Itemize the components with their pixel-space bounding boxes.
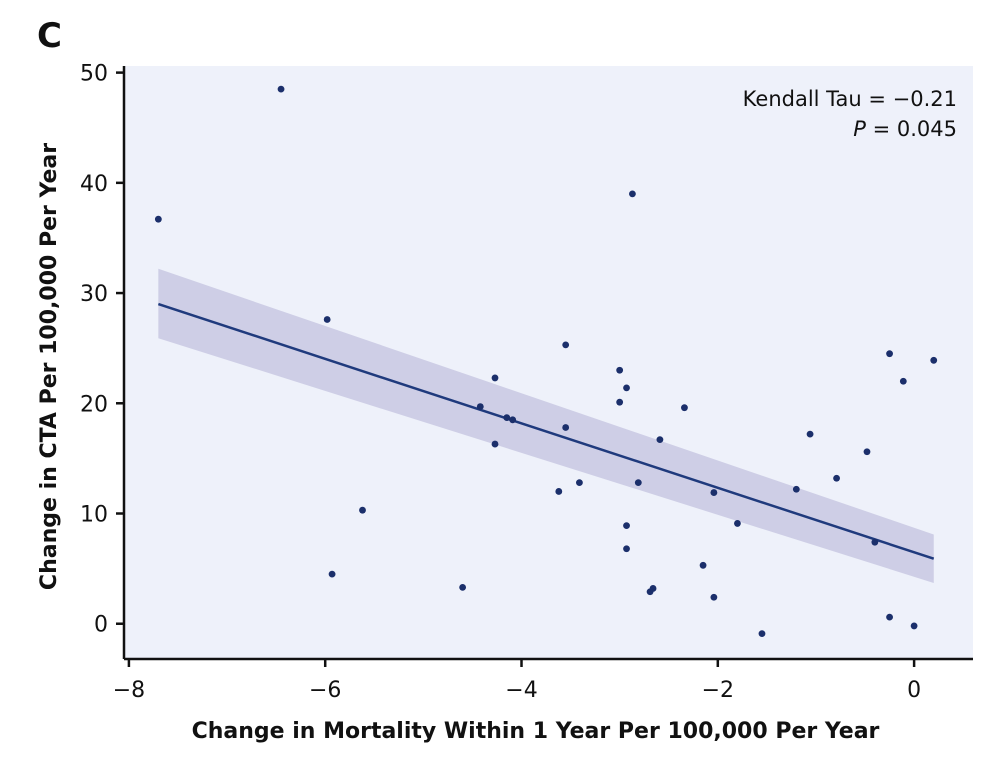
y-axis-ticks: 0 10 20 30 40 50	[80, 62, 124, 638]
data-point	[277, 85, 285, 93]
data-point	[649, 585, 657, 592]
data-point	[323, 316, 331, 323]
x-tick-label: −6	[309, 678, 341, 703]
p-symbol: P	[853, 117, 866, 141]
kendall-tau-annotation: Kendall Tau = −0.21	[743, 87, 957, 111]
data-point	[616, 398, 624, 406]
data-point	[476, 403, 484, 410]
data-point	[899, 377, 907, 385]
data-point	[491, 440, 499, 448]
y-tick-label: 50	[80, 62, 108, 87]
data-point	[930, 356, 938, 364]
data-point	[886, 350, 893, 358]
y-tick-label: 20	[80, 392, 108, 417]
data-point	[863, 448, 871, 456]
p-value-annotation: P = 0.045	[853, 117, 957, 141]
data-point	[623, 384, 630, 392]
data-point	[806, 430, 814, 438]
data-point	[491, 374, 499, 382]
p-value: = 0.045	[866, 117, 957, 141]
data-point	[623, 545, 630, 553]
data-points	[154, 85, 938, 638]
data-point	[634, 479, 642, 487]
x-tick-label: −4	[505, 678, 537, 703]
y-tick-label: 10	[80, 503, 108, 528]
data-point	[503, 414, 511, 422]
data-point	[758, 630, 766, 638]
data-point	[710, 593, 718, 601]
y-axis-title: Change in CTA Per 100,000 Per Year	[37, 143, 62, 590]
x-axis-ticks: −8 −6 −4 −2 0	[113, 659, 921, 703]
data-point	[681, 404, 688, 412]
data-point	[509, 416, 517, 424]
data-point	[623, 522, 630, 530]
panel-letter: C	[37, 16, 62, 56]
x-tick-label: −2	[702, 678, 734, 703]
data-point	[328, 570, 336, 578]
y-tick-label: 30	[80, 282, 108, 307]
data-point	[629, 190, 636, 198]
x-tick-label: 0	[907, 678, 921, 703]
data-point	[910, 622, 918, 630]
data-point	[562, 341, 570, 349]
data-point	[616, 366, 624, 374]
data-point	[555, 488, 563, 495]
data-point	[656, 436, 664, 444]
confidence-band	[158, 268, 934, 583]
x-tick-label: −8	[113, 678, 145, 703]
data-point	[710, 489, 718, 496]
regression-line	[157, 302, 935, 560]
data-point	[871, 538, 879, 546]
data-point	[459, 583, 467, 591]
data-point	[792, 485, 800, 493]
data-point	[562, 424, 570, 431]
x-axis-title: Change in Mortality Within 1 Year Per 10…	[192, 719, 880, 744]
data-point	[359, 506, 366, 514]
data-point	[833, 474, 840, 482]
data-point	[734, 520, 741, 527]
y-tick-label: 40	[80, 172, 108, 197]
data-point	[576, 479, 583, 487]
data-point	[886, 613, 893, 621]
data-point	[154, 215, 162, 223]
data-point	[699, 561, 707, 569]
y-tick-label: 0	[94, 613, 108, 638]
